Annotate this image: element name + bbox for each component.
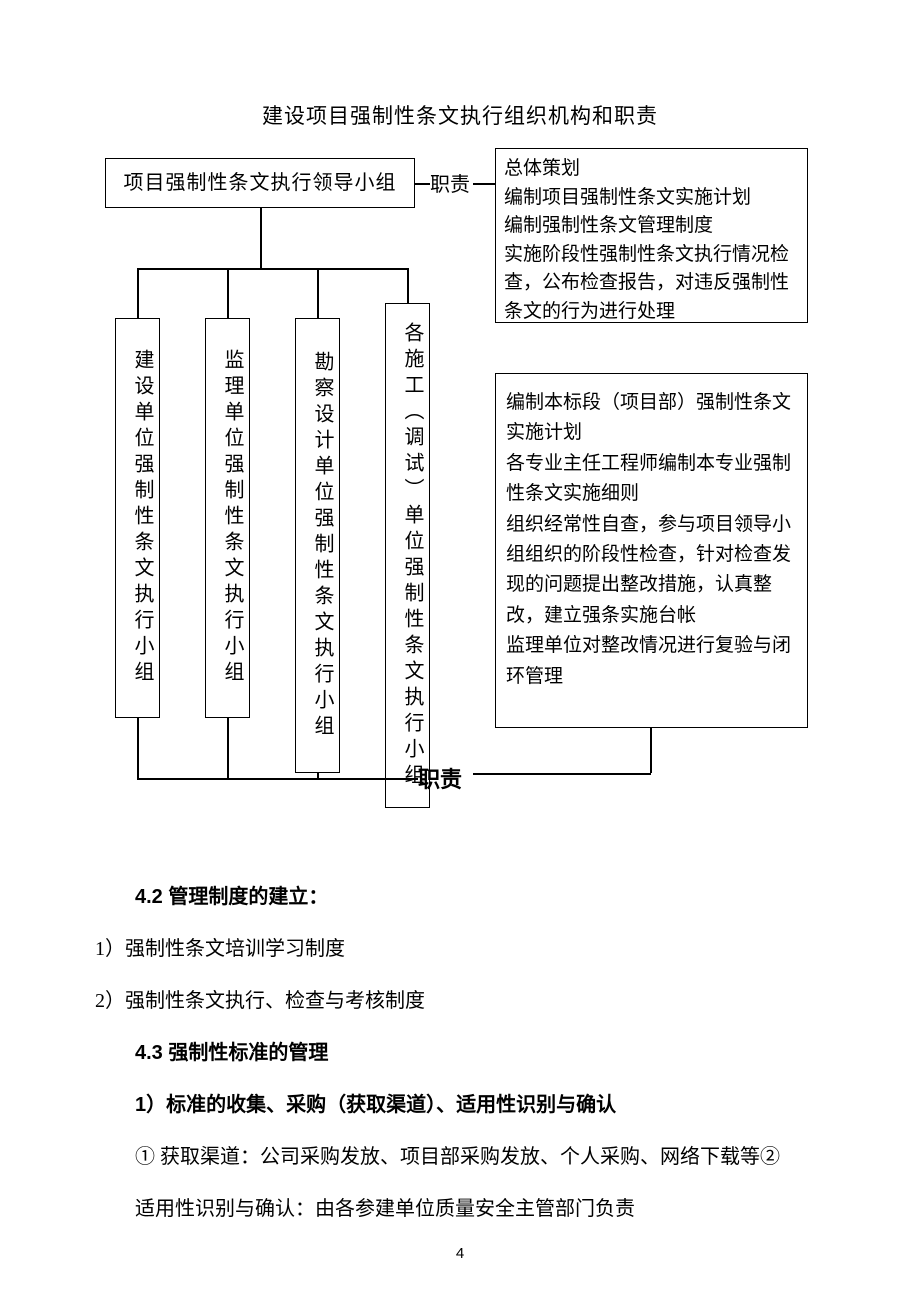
zhize-label-top: 职责 [430, 168, 470, 197]
connector [407, 268, 409, 303]
connector [317, 268, 319, 318]
subgroup-text-1: 建设单位强制性条文执行小组 [116, 329, 159, 707]
body-text: 4.2 管理制度的建立： 1）强制性条文培训学习制度 2）强制性条文执行、检查与… [95, 873, 825, 1233]
page-number: 4 [0, 1245, 920, 1262]
connector [473, 183, 495, 185]
connector [227, 268, 229, 318]
heading-4-2: 4.2 管理制度的建立： [95, 873, 825, 921]
zhize-label-bottom: 职责 [418, 762, 462, 794]
subgroup-box-4: 各施工（调试）单位强制性条文执行小组 [385, 303, 430, 808]
resp-top-text: 总体策划 编制项目强制性条文实施计划 编制强制性条文管理制度 实施阶段性强制性条… [504, 155, 799, 326]
responsibility-top-box: 总体策划 编制项目强制性条文实施计划 编制强制性条文管理制度 实施阶段性强制性条… [495, 148, 808, 323]
connector [650, 728, 652, 773]
resp-bottom-text: 编制本标段（项目部）强制性条文实施计划 各专业主任工程师编制本专业强制性条文实施… [506, 388, 797, 692]
para-3: 1）标准的收集、采购（获取渠道）、适用性识别与确认 [95, 1081, 825, 1129]
subgroup-text-2: 监理单位强制性条文执行小组 [206, 329, 249, 707]
subgroup-text-3: 勘察设计单位强制性条文执行小组 [296, 329, 339, 762]
subgroup-text-4: 各施工（调试）单位强制性条文执行小组 [386, 314, 429, 797]
connector [137, 268, 407, 270]
connector [473, 773, 651, 775]
para-4: ① 获取渠道：公司采购发放、项目部采购发放、个人采购、网络下载等② [95, 1133, 825, 1181]
para-1: 1）强制性条文培训学习制度 [95, 925, 825, 973]
connector [415, 778, 418, 780]
subgroup-box-2: 监理单位强制性条文执行小组 [205, 318, 250, 718]
connector [137, 718, 139, 778]
subgroup-box-3: 勘察设计单位强制性条文执行小组 [295, 318, 340, 773]
connector [137, 268, 139, 318]
connector [415, 183, 430, 185]
para-5: 适用性识别与确认：由各参建单位质量安全主管部门负责 [95, 1185, 825, 1233]
connector [227, 718, 229, 778]
heading-4-3: 4.3 强制性标准的管理 [95, 1029, 825, 1077]
leader-box: 项目强制性条文执行领导小组 [105, 158, 415, 208]
org-diagram: 项目强制性条文执行领导小组 职责 总体策划 编制项目强制性条文实施计划 编制强制… [95, 148, 825, 828]
connector [317, 773, 319, 778]
connector [260, 208, 262, 268]
diagram-title: 建设项目强制性条文执行组织机构和职责 [95, 100, 825, 130]
connector [137, 778, 417, 780]
responsibility-bottom-box: 编制本标段（项目部）强制性条文实施计划 各专业主任工程师编制本专业强制性条文实施… [495, 373, 808, 728]
subgroup-box-1: 建设单位强制性条文执行小组 [115, 318, 160, 718]
para-2: 2）强制性条文执行、检查与考核制度 [95, 977, 825, 1025]
